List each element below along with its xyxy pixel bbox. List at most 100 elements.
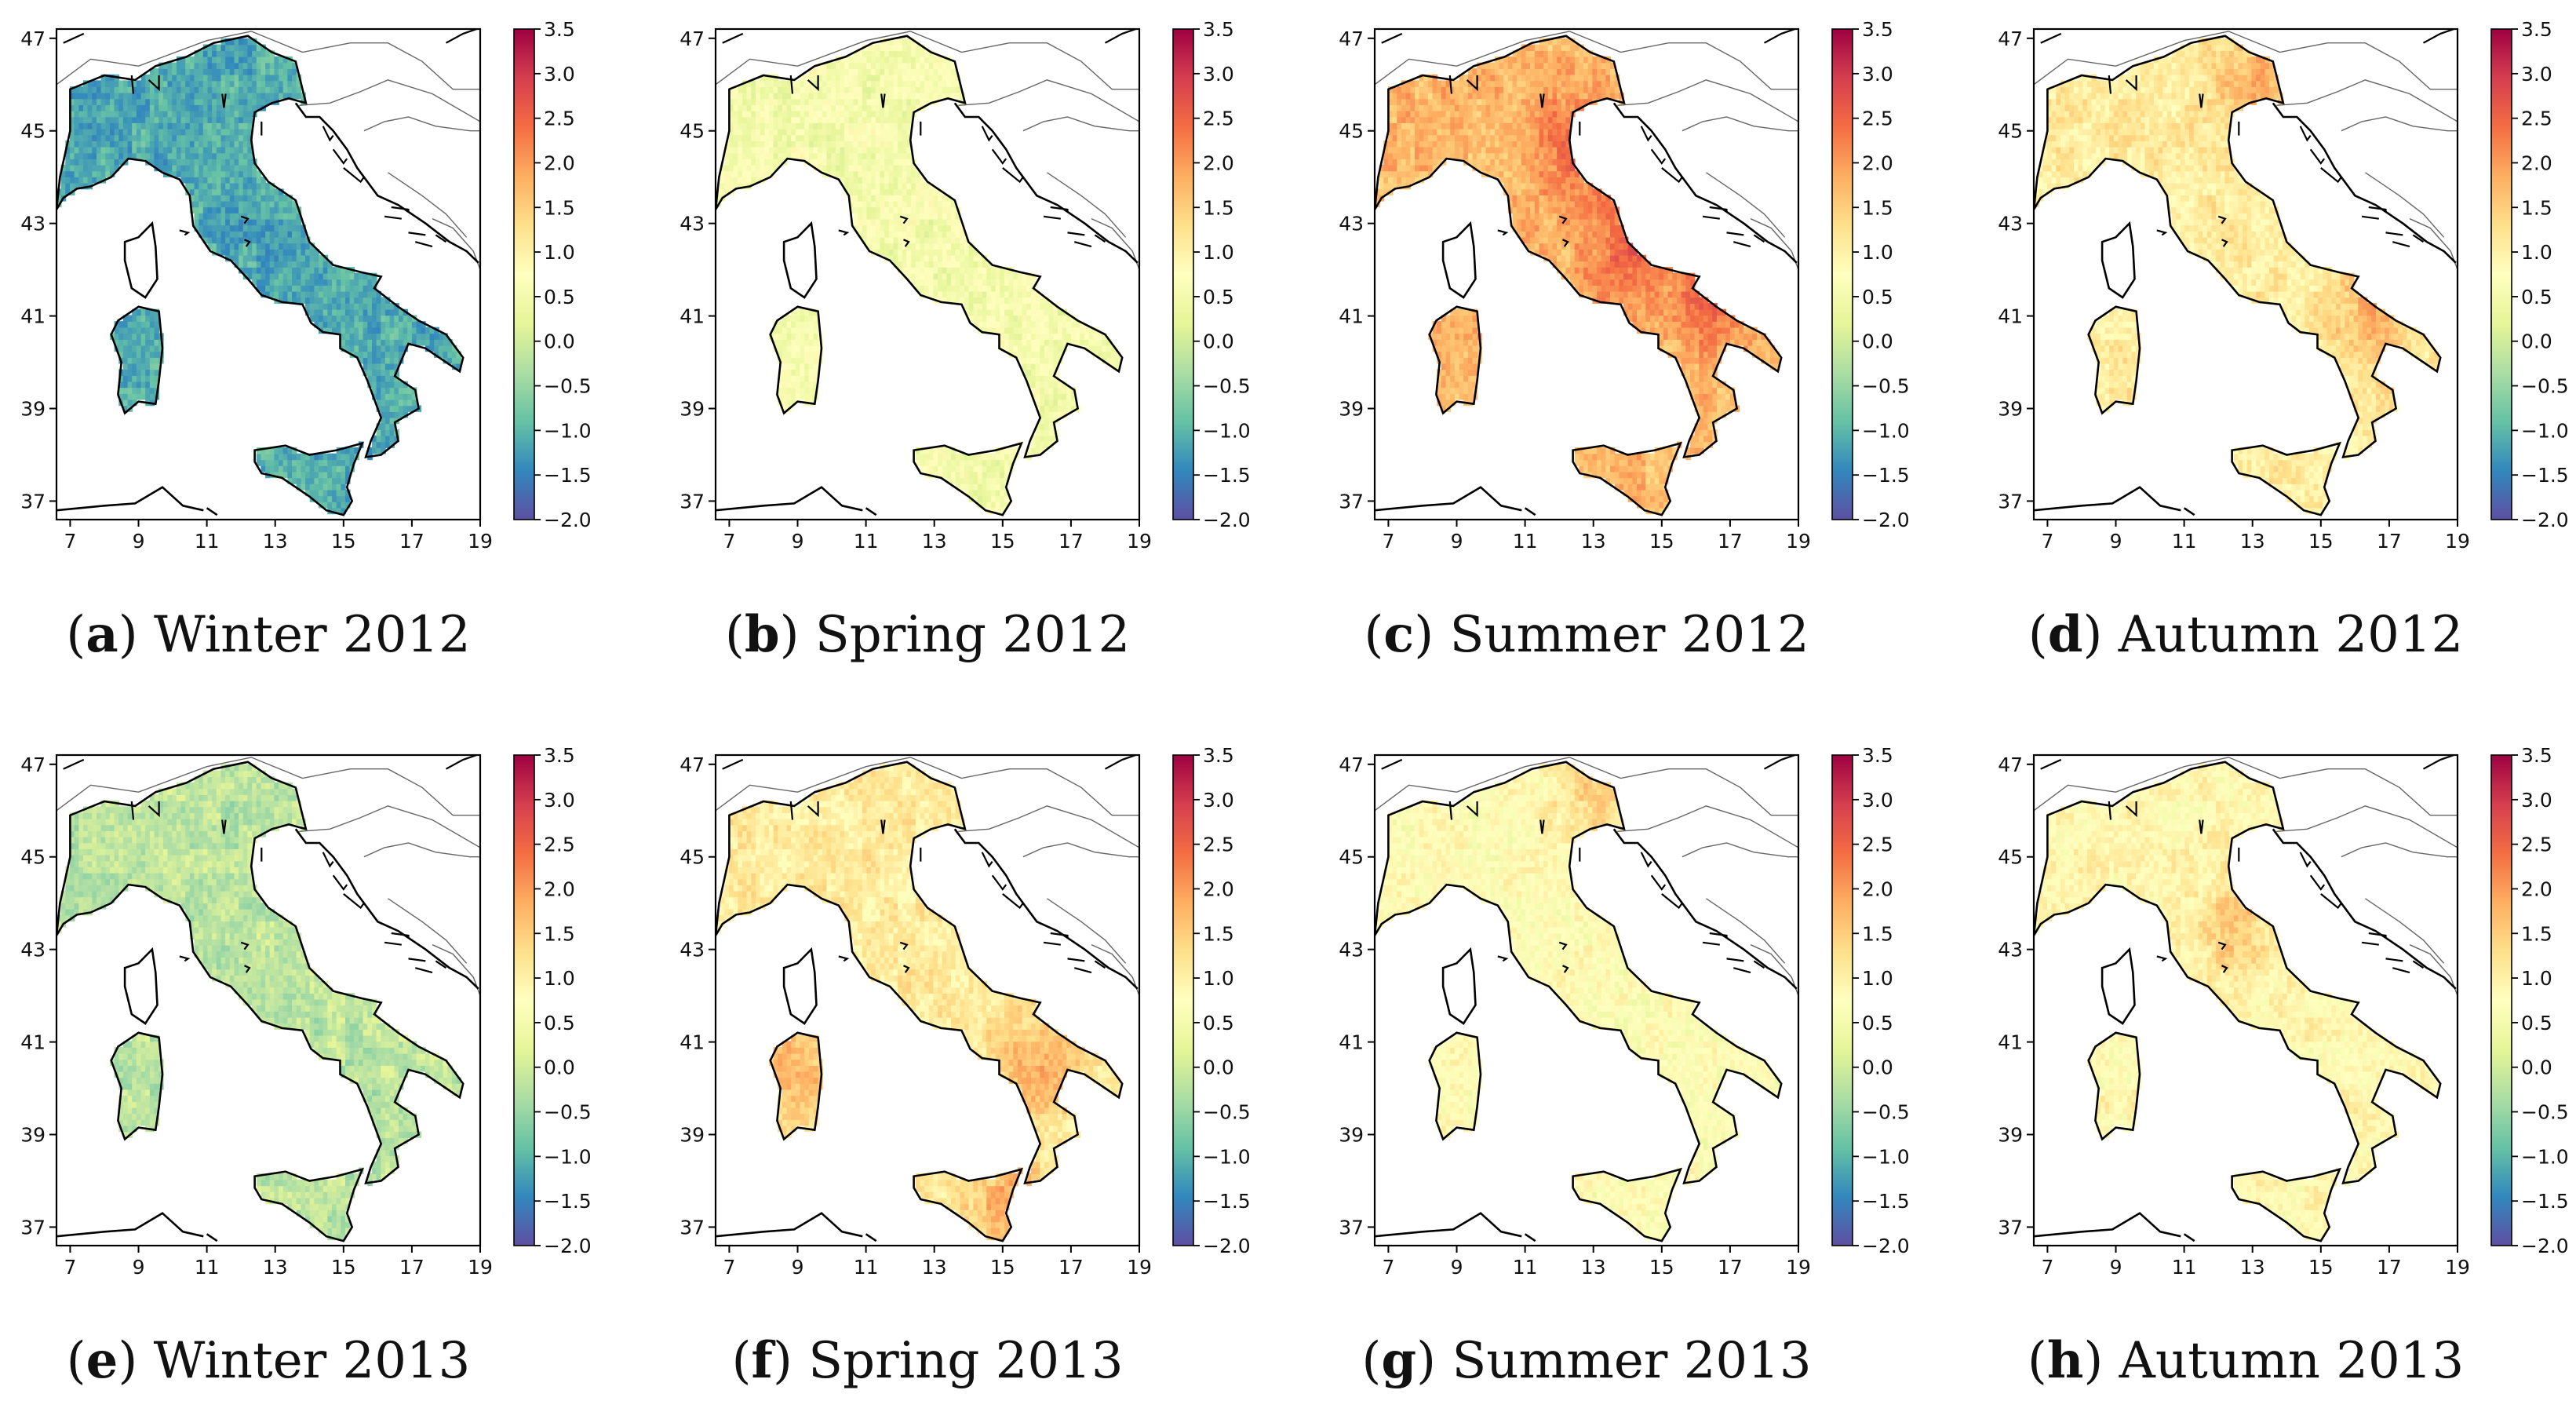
colorbar-tick-label: 1.5 (2521, 922, 2552, 945)
balkan-border (388, 898, 468, 964)
island (2125, 801, 2137, 818)
sardinia-coastline (110, 1031, 164, 1141)
africa-coastline (2034, 486, 2181, 512)
colorbar-tick-label: −1.5 (1862, 1190, 1910, 1213)
caption-label: d (2048, 605, 2083, 664)
balkan-border (1617, 805, 1798, 848)
africa-coastline (1375, 1212, 1522, 1238)
panel-caption: (b) Spring 2012 (725, 605, 1130, 664)
island (1094, 234, 1106, 243)
island (899, 941, 909, 950)
island (722, 758, 744, 770)
sicily-coastline (1572, 441, 1683, 516)
x-tick-label: 7 (2041, 1256, 2053, 1279)
balkan-border (1706, 898, 1786, 964)
x-tick-label: 9 (1451, 1256, 1463, 1279)
colorbar-tick-label: 1.0 (544, 967, 575, 990)
colorbar-tick-label: −0.5 (1862, 1101, 1910, 1124)
sicily-coastline (1572, 1167, 1683, 1242)
colorbar-tick-label: 0.5 (1862, 286, 1893, 308)
x-tick-label: 15 (990, 1256, 1015, 1279)
colorbar-tick-label: 2.0 (2521, 151, 2552, 174)
colorbar-tick-label: 0.5 (1862, 1012, 1893, 1034)
colorbar-tick-label: 2.0 (1862, 877, 1893, 900)
x-tick-label: 19 (2445, 1256, 2470, 1279)
y-tick-label: 39 (680, 397, 705, 420)
x-tick-label: 9 (133, 530, 145, 553)
alpine-border (2034, 31, 2229, 86)
x-tick-label: 17 (1718, 1256, 1743, 1279)
y-tick-label: 41 (20, 1031, 46, 1054)
island (2156, 955, 2168, 962)
island (789, 75, 794, 94)
caption-label: e (86, 1331, 118, 1390)
caption-title: Autumn 2013 (2119, 1332, 2465, 1390)
balkan-border (2341, 116, 2458, 132)
island (322, 126, 334, 142)
island (1074, 241, 1092, 248)
caption-title: Winter 2012 (154, 606, 471, 664)
colorbar-tick-label: −0.5 (544, 1101, 592, 1124)
map-area (2034, 29, 2458, 516)
island (1050, 206, 1069, 212)
x-tick-label: 7 (1382, 1256, 1394, 1279)
corsica-coastline (1441, 947, 1477, 1025)
island (391, 932, 410, 938)
island (807, 801, 819, 818)
island (415, 967, 433, 974)
colorbar-tick-label: 0.0 (544, 330, 575, 353)
corsica-coastline (782, 221, 818, 299)
colorbar-tick-label: −1.5 (2521, 1190, 2569, 1213)
colorbar-tick-label: 1.5 (2521, 196, 2552, 219)
island (179, 229, 191, 236)
x-tick-label: 15 (331, 1256, 356, 1279)
island (435, 960, 447, 969)
land-cells (56, 764, 461, 1241)
caption-title: Summer 2013 (1452, 1332, 1811, 1390)
y-tick-label: 43 (1339, 939, 1364, 961)
x-tick-label: 11 (1513, 530, 1538, 553)
colorbar (1172, 754, 1194, 1246)
island (343, 167, 365, 184)
colorbar-tick-label: 0.0 (2521, 1056, 2552, 1079)
sardinia-coastline (2087, 1031, 2141, 1141)
y-tick-label: 39 (680, 1123, 705, 1146)
island (1466, 801, 1478, 818)
island (981, 126, 993, 142)
island (1002, 893, 1024, 910)
colorbar-tick-label: −1.5 (1862, 464, 1910, 487)
island (130, 75, 135, 94)
y-tick-label: 41 (1339, 305, 1364, 328)
colorbar-tick-label: 0.0 (1862, 1056, 1893, 1079)
corsica-coastline (123, 221, 158, 299)
x-tick-label: 19 (468, 530, 493, 553)
y-tick-label: 41 (1998, 305, 2023, 328)
corsica-coastline (1441, 221, 1477, 299)
italy-coastline (56, 35, 465, 458)
colorbar-tick-label: 0.5 (1203, 1012, 1234, 1034)
island (1702, 215, 1720, 220)
y-tick-label: 37 (1998, 1216, 2023, 1239)
island (1497, 955, 1509, 962)
island (1043, 215, 1061, 220)
colorbar-tick-label: 0.0 (544, 1056, 575, 1079)
y-tick-label: 45 (1998, 846, 2023, 869)
colorbar-tick-label: 0.5 (2521, 1012, 2552, 1034)
island (2040, 32, 2062, 44)
colorbar-tick-label: 0.5 (1203, 286, 1234, 308)
colorbar-tick-label: 3.5 (544, 744, 575, 767)
colorbar-tick-label: 3.5 (544, 18, 575, 41)
colorbar-tick-label: −1.0 (1203, 1145, 1251, 1168)
colorbar-tick-label: −1.5 (544, 464, 592, 487)
balkan-border (2228, 31, 2458, 90)
x-tick-label: 19 (1127, 1256, 1152, 1279)
y-tick-label: 39 (1998, 1123, 2023, 1146)
colorbar-tick-label: 3.5 (1203, 18, 1234, 41)
y-tick-label: 39 (1339, 1123, 1364, 1146)
island (1726, 958, 1744, 962)
x-tick-label: 9 (133, 1256, 145, 1279)
map-area (716, 29, 1139, 516)
colorbar-tick-label: 1.5 (544, 922, 575, 945)
island (2299, 126, 2312, 142)
axes-frame (714, 753, 1141, 1247)
